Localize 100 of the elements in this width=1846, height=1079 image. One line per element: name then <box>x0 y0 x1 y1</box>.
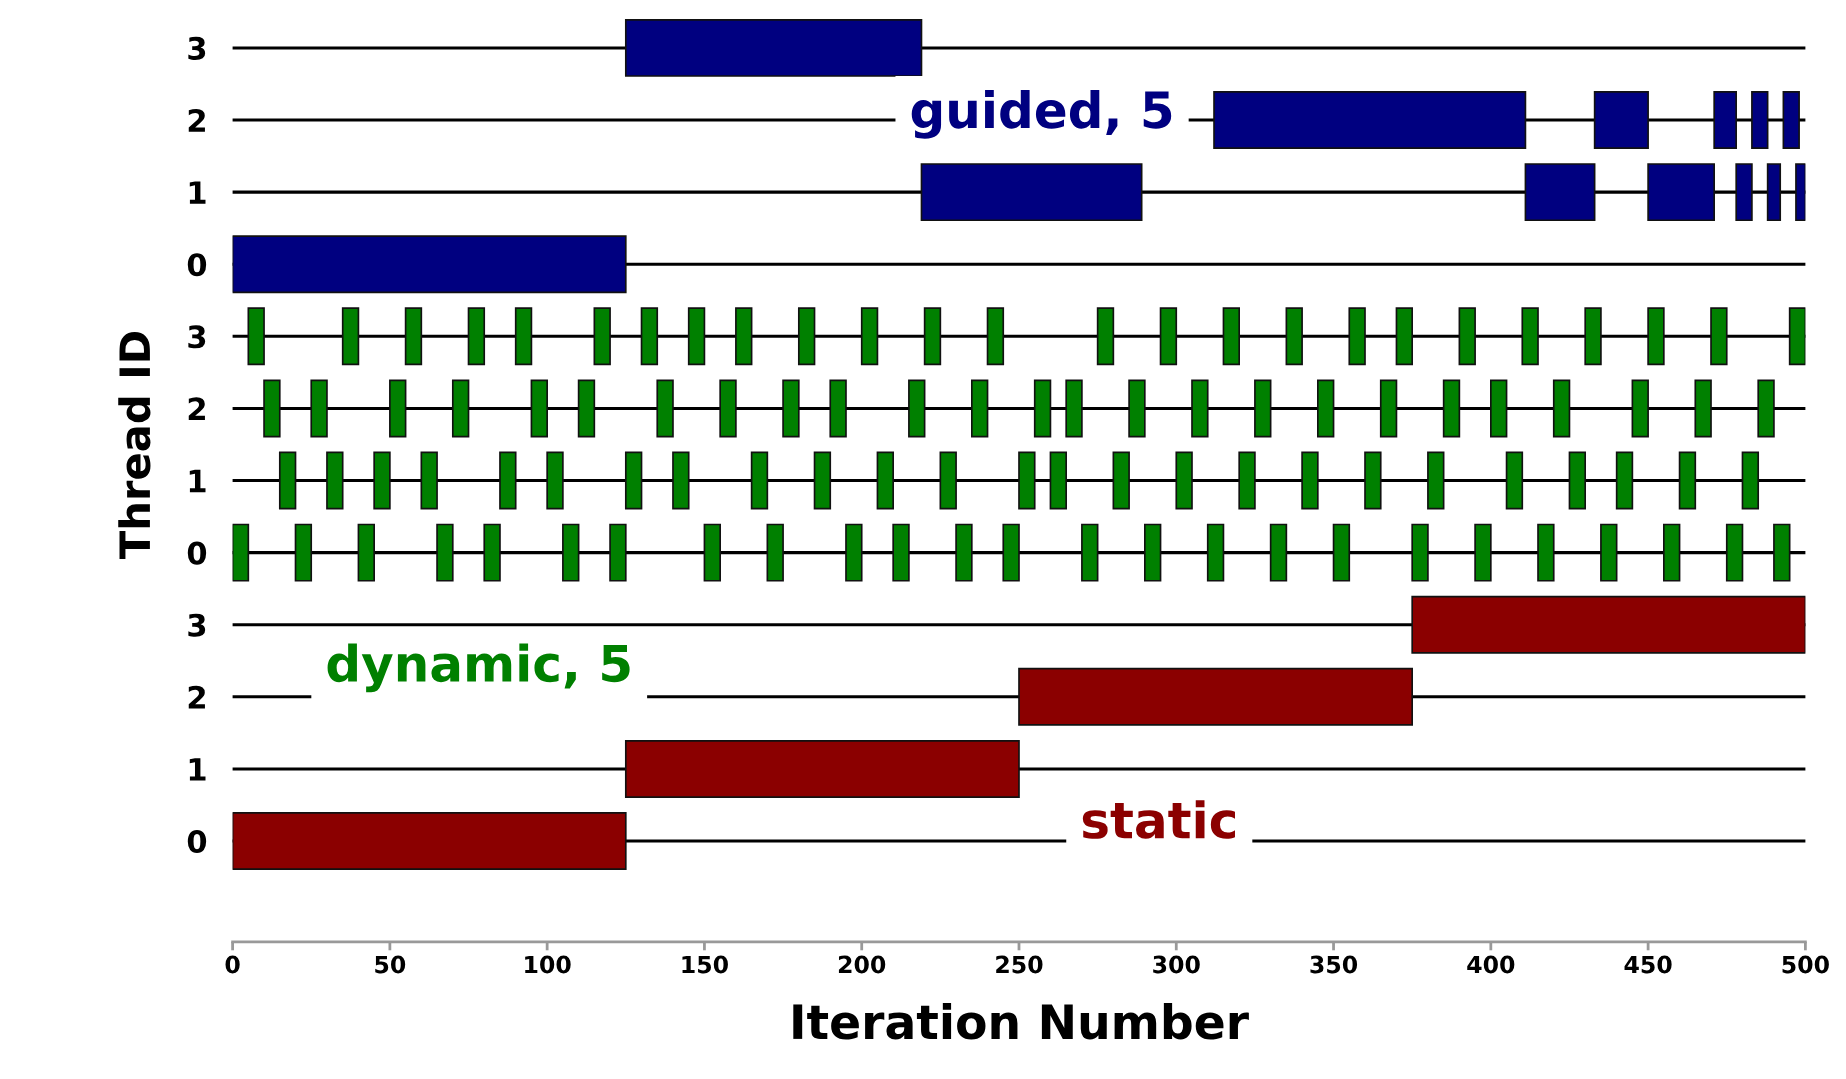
bar <box>499 451 517 510</box>
bar <box>593 307 611 366</box>
bar <box>232 812 627 870</box>
bar <box>294 523 313 582</box>
bar <box>1206 523 1225 582</box>
bar <box>1631 379 1649 438</box>
x-tick-label: 100 <box>525 955 571 974</box>
bar <box>1788 307 1806 366</box>
bar <box>1411 523 1429 582</box>
bar <box>1018 451 1036 510</box>
bar <box>656 379 674 438</box>
bar <box>436 523 454 582</box>
bar <box>451 379 470 438</box>
bar <box>1316 379 1335 438</box>
bar <box>546 451 564 510</box>
y-tick-label: 1 <box>189 181 206 204</box>
bar <box>1238 451 1256 510</box>
y-tick-label: 0 <box>187 829 207 854</box>
bar <box>467 307 486 366</box>
bar <box>1332 523 1351 582</box>
bar <box>1757 379 1775 438</box>
bar <box>860 307 879 366</box>
bar <box>1096 307 1115 366</box>
bar <box>1593 91 1649 149</box>
annotation: dynamic, 5 <box>327 643 630 693</box>
bar <box>326 451 344 510</box>
bar <box>1427 451 1445 510</box>
bar <box>1049 451 1068 510</box>
bar <box>1175 451 1193 510</box>
bar <box>514 307 533 366</box>
bar <box>1065 379 1083 438</box>
bar <box>829 379 847 438</box>
bar <box>1741 451 1760 510</box>
bar <box>750 451 769 510</box>
bar <box>1735 163 1753 222</box>
bar <box>1379 379 1398 438</box>
bar <box>357 523 375 582</box>
bar <box>1710 307 1728 366</box>
x-tick-label: 0 <box>225 955 240 974</box>
annotation: guided, 5 <box>911 89 1172 139</box>
bar <box>1128 379 1146 438</box>
bar <box>1584 307 1602 366</box>
bar <box>232 523 250 582</box>
bar <box>1537 523 1555 582</box>
bar <box>247 307 265 366</box>
bar <box>986 307 1005 366</box>
bar <box>1552 379 1571 438</box>
y-tick-label: 2 <box>188 397 205 421</box>
bar <box>624 451 643 510</box>
y-tick-label: 2 <box>188 108 205 132</box>
bar <box>766 523 784 582</box>
bar <box>1773 523 1791 582</box>
bar <box>939 451 957 510</box>
bar <box>1568 451 1587 510</box>
y-tick-label: 2 <box>188 685 205 709</box>
bar <box>703 523 721 582</box>
bar <box>1081 523 1099 582</box>
bar <box>892 523 910 582</box>
bar <box>483 523 501 582</box>
y-tick-label: 0 <box>187 541 207 565</box>
bar <box>577 379 596 438</box>
x-tick-label: 500 <box>1782 955 1829 974</box>
bar <box>1678 451 1697 510</box>
bar <box>1600 523 1618 582</box>
bar <box>404 307 423 366</box>
bar <box>876 451 895 510</box>
bar <box>1301 451 1319 510</box>
bar <box>1222 307 1241 366</box>
bar <box>1395 307 1414 366</box>
x-tick-label: 150 <box>682 955 728 974</box>
x-tick-label: 400 <box>1467 955 1515 974</box>
bar <box>1524 163 1596 222</box>
y-tick-label: 3 <box>188 36 206 60</box>
x-tick-label: 450 <box>1624 955 1672 974</box>
bar <box>1018 667 1414 726</box>
bar <box>1751 91 1769 149</box>
bar <box>687 307 706 366</box>
bar <box>278 451 297 510</box>
x-tick-label: 300 <box>1153 955 1200 974</box>
bar <box>1213 91 1527 149</box>
bar <box>263 379 281 438</box>
bar <box>1033 379 1052 438</box>
x-tick-label: 200 <box>838 955 886 974</box>
bar <box>813 451 832 510</box>
bar <box>719 379 737 438</box>
bar <box>1615 451 1634 510</box>
bar <box>1663 523 1681 582</box>
bar <box>530 379 548 438</box>
bar <box>908 379 926 438</box>
bar <box>1713 91 1738 149</box>
bar <box>1143 523 1162 582</box>
bar <box>735 307 753 366</box>
bar <box>955 523 973 582</box>
bar <box>923 307 942 366</box>
bar <box>341 307 360 366</box>
bar <box>389 379 407 438</box>
bar <box>609 523 627 582</box>
y-tick-label: 3 <box>188 613 206 637</box>
y-axis-title: Thread ID <box>118 331 151 559</box>
x-tick-label: 250 <box>996 955 1043 974</box>
